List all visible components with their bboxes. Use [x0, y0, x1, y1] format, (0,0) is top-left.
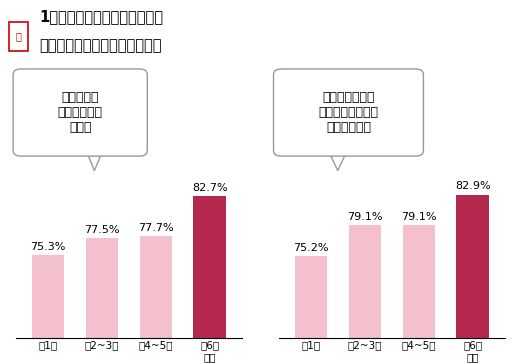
Text: 1年間の温泉地訪問回数と滞在: 1年間の温泉地訪問回数と滞在 [39, 9, 164, 24]
Bar [194, 196, 226, 338]
Text: 82.9%: 82.9% [455, 182, 490, 191]
Bar [139, 236, 172, 338]
Bar [402, 225, 435, 338]
Text: 77.7%: 77.7% [138, 223, 174, 233]
Text: 75.2%: 75.2% [294, 243, 329, 253]
Text: 79.1%: 79.1% [347, 212, 383, 222]
Text: ぐっすりとした
よい睡眠がとれる
ようになった: ぐっすりとした よい睡眠がとれる ようになった [318, 91, 379, 134]
Bar [32, 255, 64, 338]
Text: より健康を
感じるように
なった: より健康を 感じるように なった [58, 91, 103, 134]
Text: （有意差のあったものを抜粋）: （有意差のあったものを抜粋） [39, 67, 127, 77]
Bar [349, 225, 381, 338]
Text: 前後の心身の主観的変化の関連: 前後の心身の主観的変化の関連 [39, 38, 162, 53]
Text: 75.3%: 75.3% [31, 242, 66, 252]
Bar [457, 195, 489, 338]
FancyBboxPatch shape [9, 22, 28, 51]
Text: 図: 図 [15, 31, 22, 41]
Text: 82.7%: 82.7% [192, 183, 227, 193]
Text: 77.5%: 77.5% [84, 225, 120, 234]
Text: 79.1%: 79.1% [401, 212, 437, 222]
Bar [295, 256, 327, 338]
Bar [86, 238, 118, 338]
